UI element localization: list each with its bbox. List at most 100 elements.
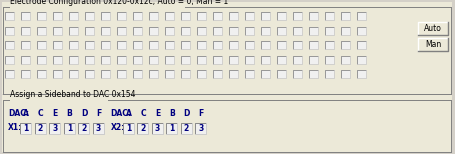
Bar: [212, 55, 222, 63]
Bar: [324, 70, 333, 78]
Bar: [133, 70, 142, 78]
Bar: [69, 41, 78, 49]
Bar: [276, 26, 285, 34]
Text: DAC:: DAC:: [8, 109, 29, 118]
Bar: [228, 41, 238, 49]
Bar: [244, 26, 253, 34]
Bar: [181, 26, 190, 34]
Text: X2:: X2:: [110, 123, 125, 132]
Bar: [133, 41, 142, 49]
Bar: [165, 41, 174, 49]
Bar: [260, 41, 269, 49]
Bar: [212, 41, 222, 49]
Bar: [195, 123, 206, 134]
Text: 3: 3: [155, 124, 160, 133]
Text: Assign a Sideband to DAC 0x154: Assign a Sideband to DAC 0x154: [10, 90, 135, 99]
Bar: [5, 70, 14, 78]
Bar: [149, 26, 157, 34]
Text: Electrode Configuration 0x120-0x12c, Auto = 0, Man = 1: Electrode Configuration 0x120-0x12c, Aut…: [10, 0, 228, 6]
Text: 3: 3: [198, 124, 203, 133]
Text: A: A: [23, 109, 29, 118]
Bar: [117, 41, 126, 49]
Bar: [37, 41, 46, 49]
Text: F: F: [96, 109, 101, 118]
Bar: [197, 55, 206, 63]
Bar: [166, 123, 177, 134]
Bar: [356, 41, 365, 49]
Bar: [37, 70, 46, 78]
Bar: [2, 2, 451, 94]
Bar: [212, 12, 222, 20]
Text: Auto: Auto: [423, 24, 441, 33]
Bar: [165, 26, 174, 34]
Text: D: D: [81, 109, 87, 118]
Bar: [5, 41, 14, 49]
Bar: [244, 41, 253, 49]
Bar: [35, 123, 46, 134]
Bar: [2, 95, 451, 152]
Text: 2: 2: [140, 124, 145, 133]
Bar: [308, 26, 317, 34]
Bar: [53, 26, 62, 34]
Bar: [228, 26, 238, 34]
Bar: [324, 41, 333, 49]
Bar: [260, 70, 269, 78]
Bar: [244, 70, 253, 78]
Bar: [308, 41, 317, 49]
Bar: [293, 55, 301, 63]
Bar: [181, 123, 192, 134]
Bar: [324, 12, 333, 20]
Bar: [117, 70, 126, 78]
Bar: [293, 70, 301, 78]
Bar: [340, 12, 349, 20]
Text: 3: 3: [96, 124, 101, 133]
Bar: [37, 26, 46, 34]
Bar: [260, 26, 269, 34]
Bar: [37, 55, 46, 63]
Bar: [69, 26, 78, 34]
Bar: [5, 12, 14, 20]
Bar: [260, 12, 269, 20]
Bar: [212, 26, 222, 34]
Bar: [117, 26, 126, 34]
Text: D: D: [183, 109, 189, 118]
Bar: [308, 12, 317, 20]
Text: DAC:: DAC:: [110, 109, 131, 118]
Bar: [324, 55, 333, 63]
Text: A: A: [125, 109, 131, 118]
Bar: [276, 41, 285, 49]
Bar: [78, 123, 89, 134]
Bar: [64, 123, 75, 134]
Bar: [101, 70, 110, 78]
Bar: [123, 123, 134, 134]
Bar: [165, 55, 174, 63]
Bar: [308, 55, 317, 63]
Bar: [37, 12, 46, 20]
Bar: [21, 55, 30, 63]
Bar: [228, 12, 238, 20]
Bar: [244, 12, 253, 20]
Bar: [85, 12, 94, 20]
Bar: [197, 26, 206, 34]
Bar: [101, 12, 110, 20]
Bar: [69, 70, 78, 78]
Bar: [85, 41, 94, 49]
Bar: [181, 55, 190, 63]
Bar: [340, 41, 349, 49]
Text: E: E: [155, 109, 160, 118]
Bar: [293, 41, 301, 49]
Text: E: E: [52, 109, 57, 118]
Bar: [356, 70, 365, 78]
Bar: [53, 12, 62, 20]
Bar: [340, 26, 349, 34]
Bar: [293, 26, 301, 34]
Bar: [212, 70, 222, 78]
Bar: [228, 55, 238, 63]
Bar: [181, 70, 190, 78]
Bar: [197, 41, 206, 49]
Bar: [293, 12, 301, 20]
Text: Man: Man: [424, 40, 440, 49]
Bar: [244, 55, 253, 63]
Bar: [21, 26, 30, 34]
Bar: [165, 12, 174, 20]
